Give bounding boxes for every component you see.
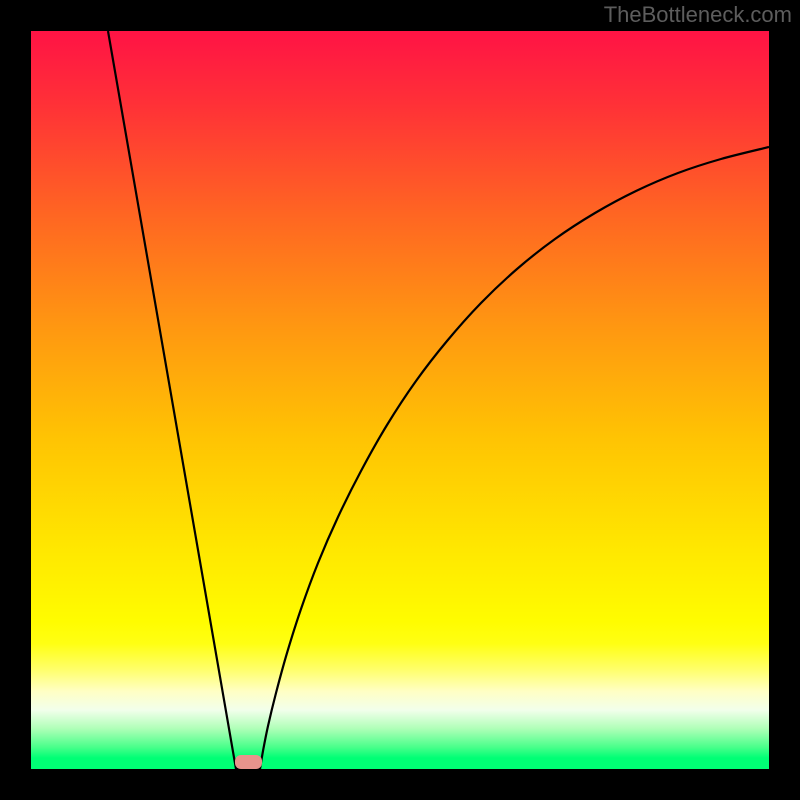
- chart-container: TheBottleneck.com: [0, 0, 800, 800]
- plot-area: [31, 31, 769, 769]
- highlight-marker: [235, 755, 262, 769]
- bottleneck-curve: [108, 31, 769, 769]
- curve-layer: [31, 31, 769, 769]
- watermark-text: TheBottleneck.com: [604, 2, 792, 28]
